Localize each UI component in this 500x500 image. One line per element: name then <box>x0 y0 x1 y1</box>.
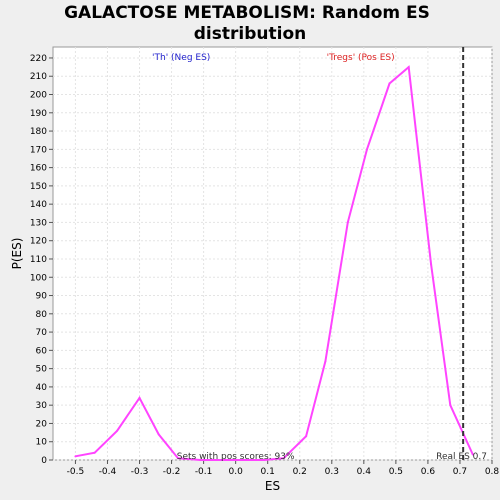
y-tick-label: 130 <box>30 218 47 228</box>
series-point <box>93 451 96 454</box>
series-point <box>471 453 474 456</box>
x-tick-label: -0.3 <box>131 467 149 477</box>
series-point <box>305 435 308 438</box>
x-tick-label: -0.5 <box>67 467 85 477</box>
series-point <box>430 263 433 266</box>
series-point <box>282 457 285 460</box>
x-tick-label: 0.0 <box>228 467 243 477</box>
y-tick-label: 20 <box>36 419 48 429</box>
y-tick-label: 60 <box>36 346 48 356</box>
pos-es-annotation: 'Tregs' (Pos ES) <box>327 53 395 63</box>
es-distribution-line <box>75 65 474 461</box>
y-tick-label: 120 <box>30 237 47 247</box>
y-tick-label: 50 <box>36 365 48 375</box>
y-tick-label: 30 <box>36 401 48 411</box>
y-tick-label: 140 <box>30 200 47 210</box>
grid-lines <box>53 47 493 461</box>
x-tick-label: 0.2 <box>293 467 307 477</box>
series-point <box>407 66 410 69</box>
series-point <box>116 429 119 432</box>
y-tick-label: 40 <box>36 383 48 393</box>
y-tick-label: 80 <box>36 310 48 320</box>
chart-title-line-1: GALACTOSE METABOLISM: Random ES <box>64 3 430 23</box>
x-axis-label: ES <box>265 479 280 493</box>
series-point <box>138 396 141 399</box>
x-tick-label: -0.1 <box>195 467 213 477</box>
y-tick-label: 70 <box>36 328 48 338</box>
neg-es-annotation: 'Th' (Neg ES) <box>152 53 210 63</box>
x-tick-label: 0.3 <box>325 467 339 477</box>
x-tick-label: 0.7 <box>453 467 467 477</box>
y-tick-label: 10 <box>36 438 48 448</box>
series-point <box>263 459 266 461</box>
series-point <box>218 459 221 461</box>
plot-area <box>52 46 493 461</box>
y-tick-label: 160 <box>30 164 47 174</box>
x-tick-label: -0.2 <box>163 467 181 477</box>
y-tick-label: 170 <box>30 145 47 155</box>
x-tick-label: 0.1 <box>261 467 275 477</box>
y-tick-label: 220 <box>30 54 47 64</box>
x-tick-label: 0.5 <box>389 467 403 477</box>
y-tick-label: 110 <box>30 255 47 265</box>
y-tick-label: 190 <box>30 109 47 119</box>
series-point <box>346 221 349 224</box>
series-point <box>176 457 179 460</box>
x-axis-ticks: -0.5 -0.4 -0.3 -0.2 -0.1 0.0 0.1 0.2 0.3 0.4 0.5 0.… <box>67 460 500 477</box>
y-tick-label: 90 <box>36 292 48 302</box>
x-tick-label: 0.4 <box>357 467 372 477</box>
series-point <box>366 148 369 151</box>
y-tick-label: 100 <box>30 273 47 283</box>
y-tick-label: 150 <box>30 182 47 192</box>
chart-title-line-2: distribution <box>194 24 306 44</box>
y-axis-ticks: 0 10 20 30 40 50 60 70 80 90 100 110 120 130 140 150 160… <box>30 54 53 466</box>
y-tick-label: 210 <box>30 72 47 82</box>
y-tick-label: 200 <box>30 91 47 101</box>
series-point <box>157 433 160 436</box>
series-point <box>324 360 327 363</box>
x-tick-label: 0.6 <box>421 467 436 477</box>
y-tick-label: 0 <box>41 456 47 466</box>
series-point <box>74 455 77 458</box>
x-tick-label: 0.8 <box>485 467 500 477</box>
pos-scores-footer: Sets with pos scores: 93% <box>177 452 295 462</box>
y-axis-label: P(ES) <box>10 238 24 270</box>
series-point <box>199 459 202 461</box>
series-point <box>388 82 391 85</box>
real-es-label: Real ES 0.7 <box>436 452 487 462</box>
series-point <box>241 459 244 461</box>
series-point <box>449 404 452 407</box>
series-points <box>74 66 474 461</box>
x-tick-label: -0.4 <box>99 467 117 477</box>
y-tick-label: 180 <box>30 127 47 137</box>
